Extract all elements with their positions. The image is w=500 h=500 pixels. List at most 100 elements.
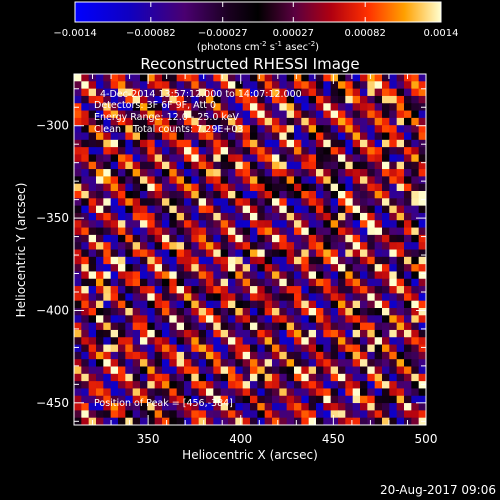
- heatmap-cell: [286, 271, 295, 280]
- heatmap-cell: [162, 95, 170, 104]
- heatmap-cell: [213, 132, 222, 141]
- heatmap-cell: [147, 293, 156, 302]
- heatmap-cell: [81, 403, 90, 411]
- heatmap-cell: [338, 373, 346, 382]
- heatmap-cell: [352, 205, 361, 214]
- heatmap-cell: [411, 183, 420, 192]
- heatmap-cell: [220, 161, 229, 170]
- heatmap-cell: [418, 337, 426, 346]
- heatmap-cell: [206, 103, 214, 112]
- heatmap-cell: [103, 220, 112, 229]
- heatmap-cell: [286, 191, 295, 199]
- heatmap-cell: [154, 322, 163, 331]
- heatmap-cell: [257, 278, 266, 287]
- heatmap-cell: [88, 300, 97, 309]
- heatmap-cell: [191, 227, 200, 236]
- heatmap-cell: [118, 125, 126, 133]
- heatmap-cell: [191, 169, 200, 177]
- heatmap-cell: [235, 329, 244, 338]
- heatmap-cell: [352, 110, 361, 119]
- heatmap-cell: [411, 359, 420, 367]
- heatmap-cell: [338, 139, 346, 148]
- heatmap-cell: [103, 344, 112, 353]
- heatmap-cell: [118, 95, 126, 104]
- heatmap-cell: [418, 351, 426, 360]
- heatmap-cell: [88, 403, 97, 411]
- heatmap-cell: [389, 81, 398, 90]
- heatmap-cell: [418, 366, 426, 375]
- heatmap-cell: [404, 117, 412, 126]
- heatmap-cell: [213, 271, 222, 280]
- heatmap-cell: [286, 74, 295, 82]
- heatmap-cell: [279, 139, 288, 148]
- heatmap-cell: [257, 388, 266, 397]
- heatmap-cell: [396, 388, 405, 397]
- heatmap-cell: [191, 191, 200, 199]
- heatmap-cell: [286, 315, 295, 324]
- heatmap-cell: [374, 161, 383, 170]
- heatmap-cell: [382, 212, 390, 221]
- heatmap-cell: [382, 169, 390, 177]
- heatmap-cell: [308, 395, 317, 404]
- heatmap-cell: [81, 95, 90, 104]
- heatmap-cell: [184, 264, 192, 272]
- heatmap-cell: [323, 300, 332, 309]
- heatmap-cell: [88, 373, 97, 382]
- heatmap-cell: [352, 410, 361, 419]
- heatmap-cell: [411, 388, 420, 397]
- heatmap-cell: [272, 264, 280, 272]
- heatmap-cell: [242, 417, 251, 425]
- heatmap-cell: [162, 322, 170, 331]
- heatmap-cell: [74, 337, 82, 346]
- heatmap-cell: [140, 117, 148, 126]
- heatmap-cell: [345, 293, 354, 302]
- heatmap-cell: [250, 110, 258, 119]
- heatmap-cell: [389, 117, 398, 126]
- heatmap-cell: [294, 227, 302, 236]
- heatmap-cell: [374, 329, 383, 338]
- heatmap-cell: [169, 132, 178, 141]
- heatmap-cell: [316, 293, 324, 302]
- heatmap-cell: [396, 176, 405, 185]
- heatmap-cell: [286, 366, 295, 375]
- heatmap-cell: [96, 264, 104, 272]
- heatmap-cell: [374, 403, 383, 411]
- heatmap-cell: [110, 366, 119, 375]
- heatmap-cell: [118, 88, 126, 97]
- heatmap-cell: [235, 249, 244, 258]
- heatmap-cell: [147, 74, 156, 82]
- heatmap-cell: [316, 388, 324, 397]
- heatmap-cell: [125, 410, 134, 419]
- heatmap-cell: [257, 249, 266, 258]
- heatmap-cell: [272, 212, 280, 221]
- heatmap-cell: [316, 403, 324, 411]
- heatmap-cell: [103, 410, 112, 419]
- heatmap-cell: [382, 264, 390, 272]
- heatmap-cell: [338, 337, 346, 346]
- heatmap-cell: [147, 264, 156, 272]
- heatmap-cell: [228, 205, 236, 214]
- heatmap-cell: [301, 403, 310, 411]
- x-tick-label: 400: [229, 432, 252, 446]
- heatmap-cell: [125, 132, 134, 141]
- heatmap-cell: [140, 212, 148, 221]
- heatmap-cell: [264, 359, 273, 367]
- heatmap-cell: [374, 410, 383, 419]
- heatmap-cell: [411, 249, 420, 258]
- heatmap-cell: [250, 286, 258, 294]
- heatmap-cell: [88, 205, 97, 214]
- heatmap-cell: [81, 344, 90, 353]
- heatmap-cell: [294, 212, 302, 221]
- heatmap-cell: [154, 308, 163, 316]
- heatmap-cell: [316, 278, 324, 287]
- heatmap-cell: [294, 351, 302, 360]
- heatmap-cell: [352, 373, 361, 382]
- colorbar-unit-label: (photons cm-2 s-1 asec-2): [197, 40, 319, 53]
- heatmap-cell: [206, 344, 214, 353]
- heatmap-cell: [374, 110, 383, 119]
- heatmap-cell: [264, 212, 273, 221]
- heatmap-cell: [272, 322, 280, 331]
- heatmap-cell: [316, 95, 324, 104]
- heatmap-cell: [301, 198, 310, 207]
- heatmap-cell: [169, 88, 178, 97]
